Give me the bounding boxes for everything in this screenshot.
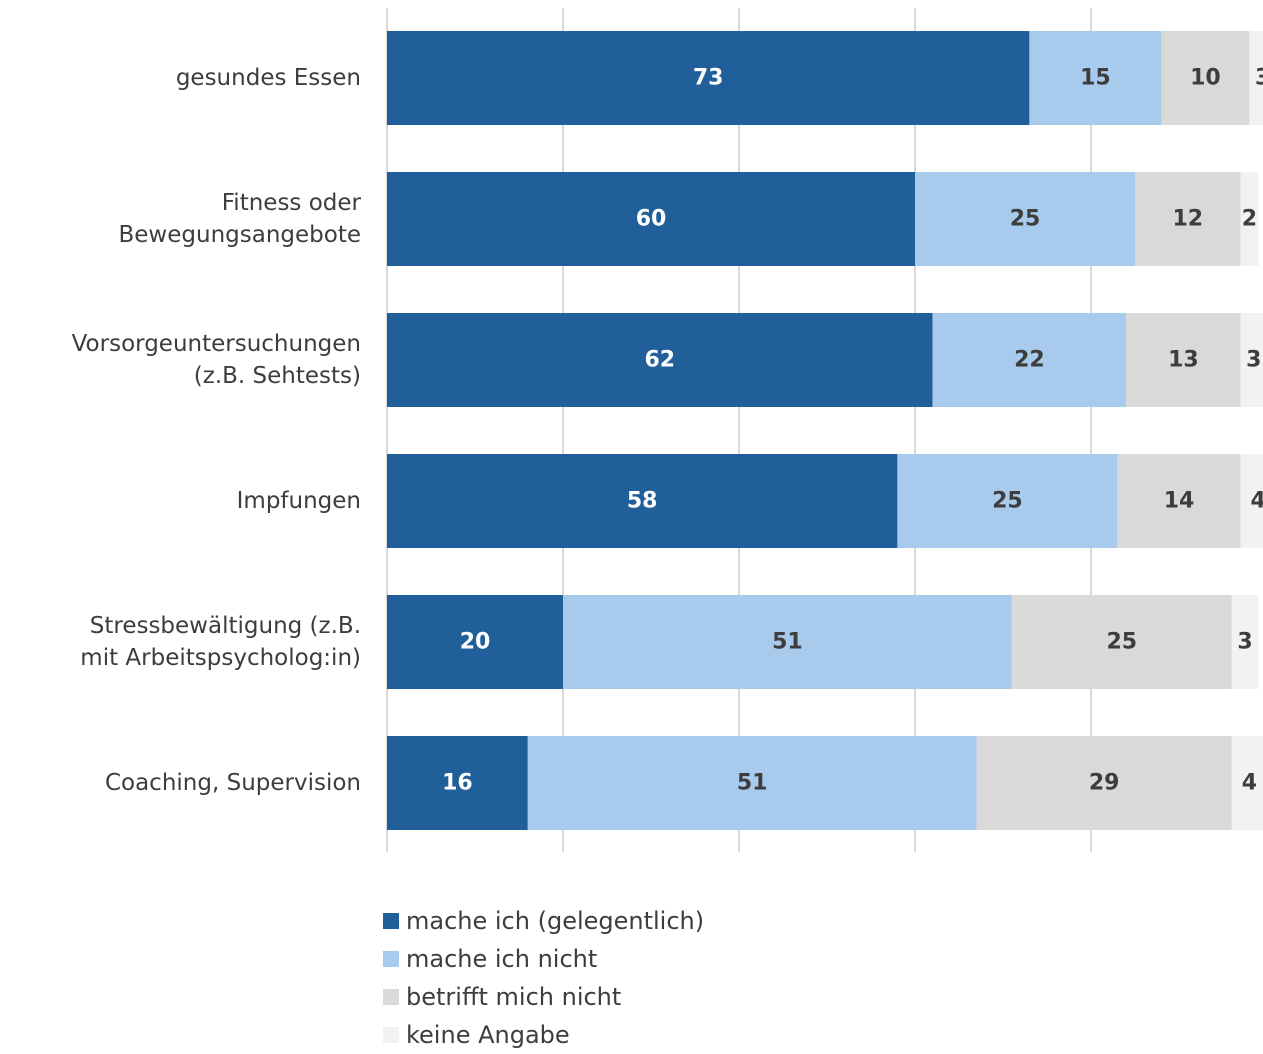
data-label: 73 (693, 66, 724, 91)
data-label: 3 (1255, 66, 1263, 91)
bar-segment (563, 595, 1012, 689)
data-label: 25 (992, 489, 1023, 514)
bar-segment (387, 31, 1030, 125)
legend: mache ich (gelegentlich) mache ich nicht b… (383, 902, 704, 1054)
category-label: mit Arbeitspsycholog:in) (80, 645, 361, 671)
bar-segment (1240, 172, 1259, 266)
data-label: 60 (636, 207, 667, 232)
category-label: Stressbewältigung (z.B. (90, 613, 361, 639)
data-label: 62 (644, 348, 675, 373)
legend-item: mache ich nicht (383, 940, 704, 978)
legend-item: mache ich (gelegentlich) (383, 902, 704, 940)
legend-swatch (383, 913, 399, 929)
bar-segment (1135, 172, 1241, 266)
category-labels: gesundes Essen Fitness oder Bewegungsangeb… (72, 65, 362, 796)
data-label: 16 (442, 771, 473, 796)
gridlines (386, 8, 1092, 852)
bar-segment (897, 454, 1118, 548)
data-label: 25 (1106, 630, 1137, 655)
bar-segment (915, 172, 1135, 266)
legend-label: mache ich nicht (406, 945, 598, 973)
bar-segment (1117, 454, 1241, 548)
bar-segment (387, 313, 933, 407)
data-label: 12 (1172, 207, 1203, 232)
category-label: Bewegungsangebote (119, 222, 362, 248)
legend-item: betrifft mich nicht (383, 978, 704, 1016)
bar-segment (1161, 31, 1250, 125)
legend-label: betrifft mich nicht (406, 983, 622, 1011)
bar-segment (387, 595, 563, 689)
legend-swatch (383, 989, 399, 1005)
category-label: Vorsorgeuntersuchungen (72, 331, 361, 357)
data-label: 4 (1251, 489, 1263, 514)
data-label: 20 (460, 630, 491, 655)
bar-segment (387, 172, 915, 266)
bar-segment (1240, 454, 1263, 548)
data-label: 15 (1080, 66, 1111, 91)
category-label: Fitness oder (222, 190, 362, 216)
data-label: 51 (772, 630, 803, 655)
data-label: 58 (627, 489, 658, 514)
stacked-bar-chart: 73 15 10 3 60 25 12 2 62 22 13 3 58 25 14 4 20 51 25 3 16 51 2… (72, 8, 1263, 852)
category-label: Coaching, Supervision (105, 770, 361, 796)
bar-segment (976, 736, 1232, 830)
category-label: (z.B. Sehtests) (194, 363, 361, 389)
data-label: 10 (1190, 66, 1221, 91)
data-label: 29 (1089, 771, 1120, 796)
legend-swatch (383, 951, 399, 967)
legend-label: mache ich (gelegentlich) (406, 907, 705, 935)
bar-segment (1126, 313, 1241, 407)
category-label: Impfungen (237, 488, 361, 514)
bar-segment (1240, 313, 1263, 407)
data-label: 22 (1014, 348, 1045, 373)
bar-segment (1029, 31, 1162, 125)
bar-segment (1231, 595, 1259, 689)
bar-segment (527, 736, 977, 830)
data-label: 25 (1010, 207, 1041, 232)
legend-item: keine Angabe (383, 1016, 704, 1054)
data-label: 3 (1246, 348, 1261, 373)
bars: 73 15 10 3 60 25 12 2 62 22 13 3 58 25 14 4 20 51 25 3 16 51 2… (387, 31, 1263, 830)
bar-segment (1011, 595, 1232, 689)
bar-segment (932, 313, 1127, 407)
data-label: 14 (1164, 489, 1195, 514)
bar-segment (387, 454, 898, 548)
bar-segment (1231, 736, 1263, 830)
data-label: 13 (1168, 348, 1199, 373)
legend-label: keine Angabe (406, 1021, 570, 1049)
data-label: 2 (1242, 207, 1257, 232)
data-label: 51 (737, 771, 768, 796)
bar-segment (387, 736, 528, 830)
category-label: gesundes Essen (176, 65, 361, 91)
data-label: 3 (1237, 630, 1252, 655)
data-label: 4 (1242, 771, 1257, 796)
bar-segment (1249, 31, 1263, 125)
legend-swatch (383, 1027, 399, 1043)
